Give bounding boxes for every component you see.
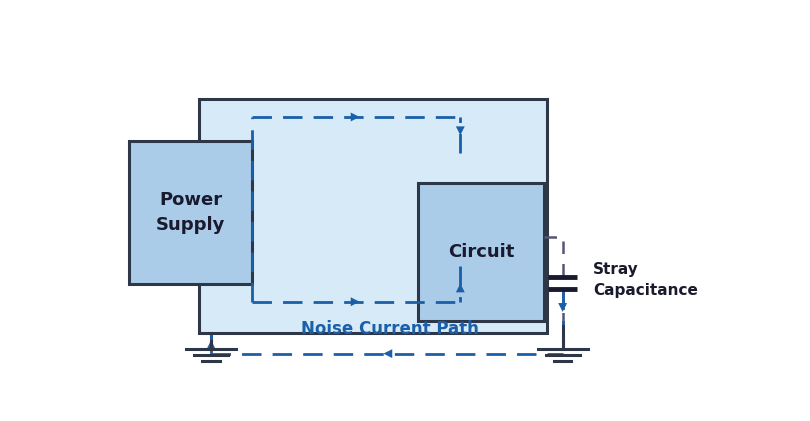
Text: Circuit: Circuit bbox=[448, 243, 514, 261]
Text: Stray
Capacitance: Stray Capacitance bbox=[593, 262, 697, 298]
Bar bbox=[198, 99, 547, 333]
Bar bbox=[130, 141, 252, 284]
Bar bbox=[418, 184, 544, 321]
Text: Noise Current Path: Noise Current Path bbox=[301, 320, 479, 338]
Text: Power
Supply: Power Supply bbox=[156, 191, 225, 234]
